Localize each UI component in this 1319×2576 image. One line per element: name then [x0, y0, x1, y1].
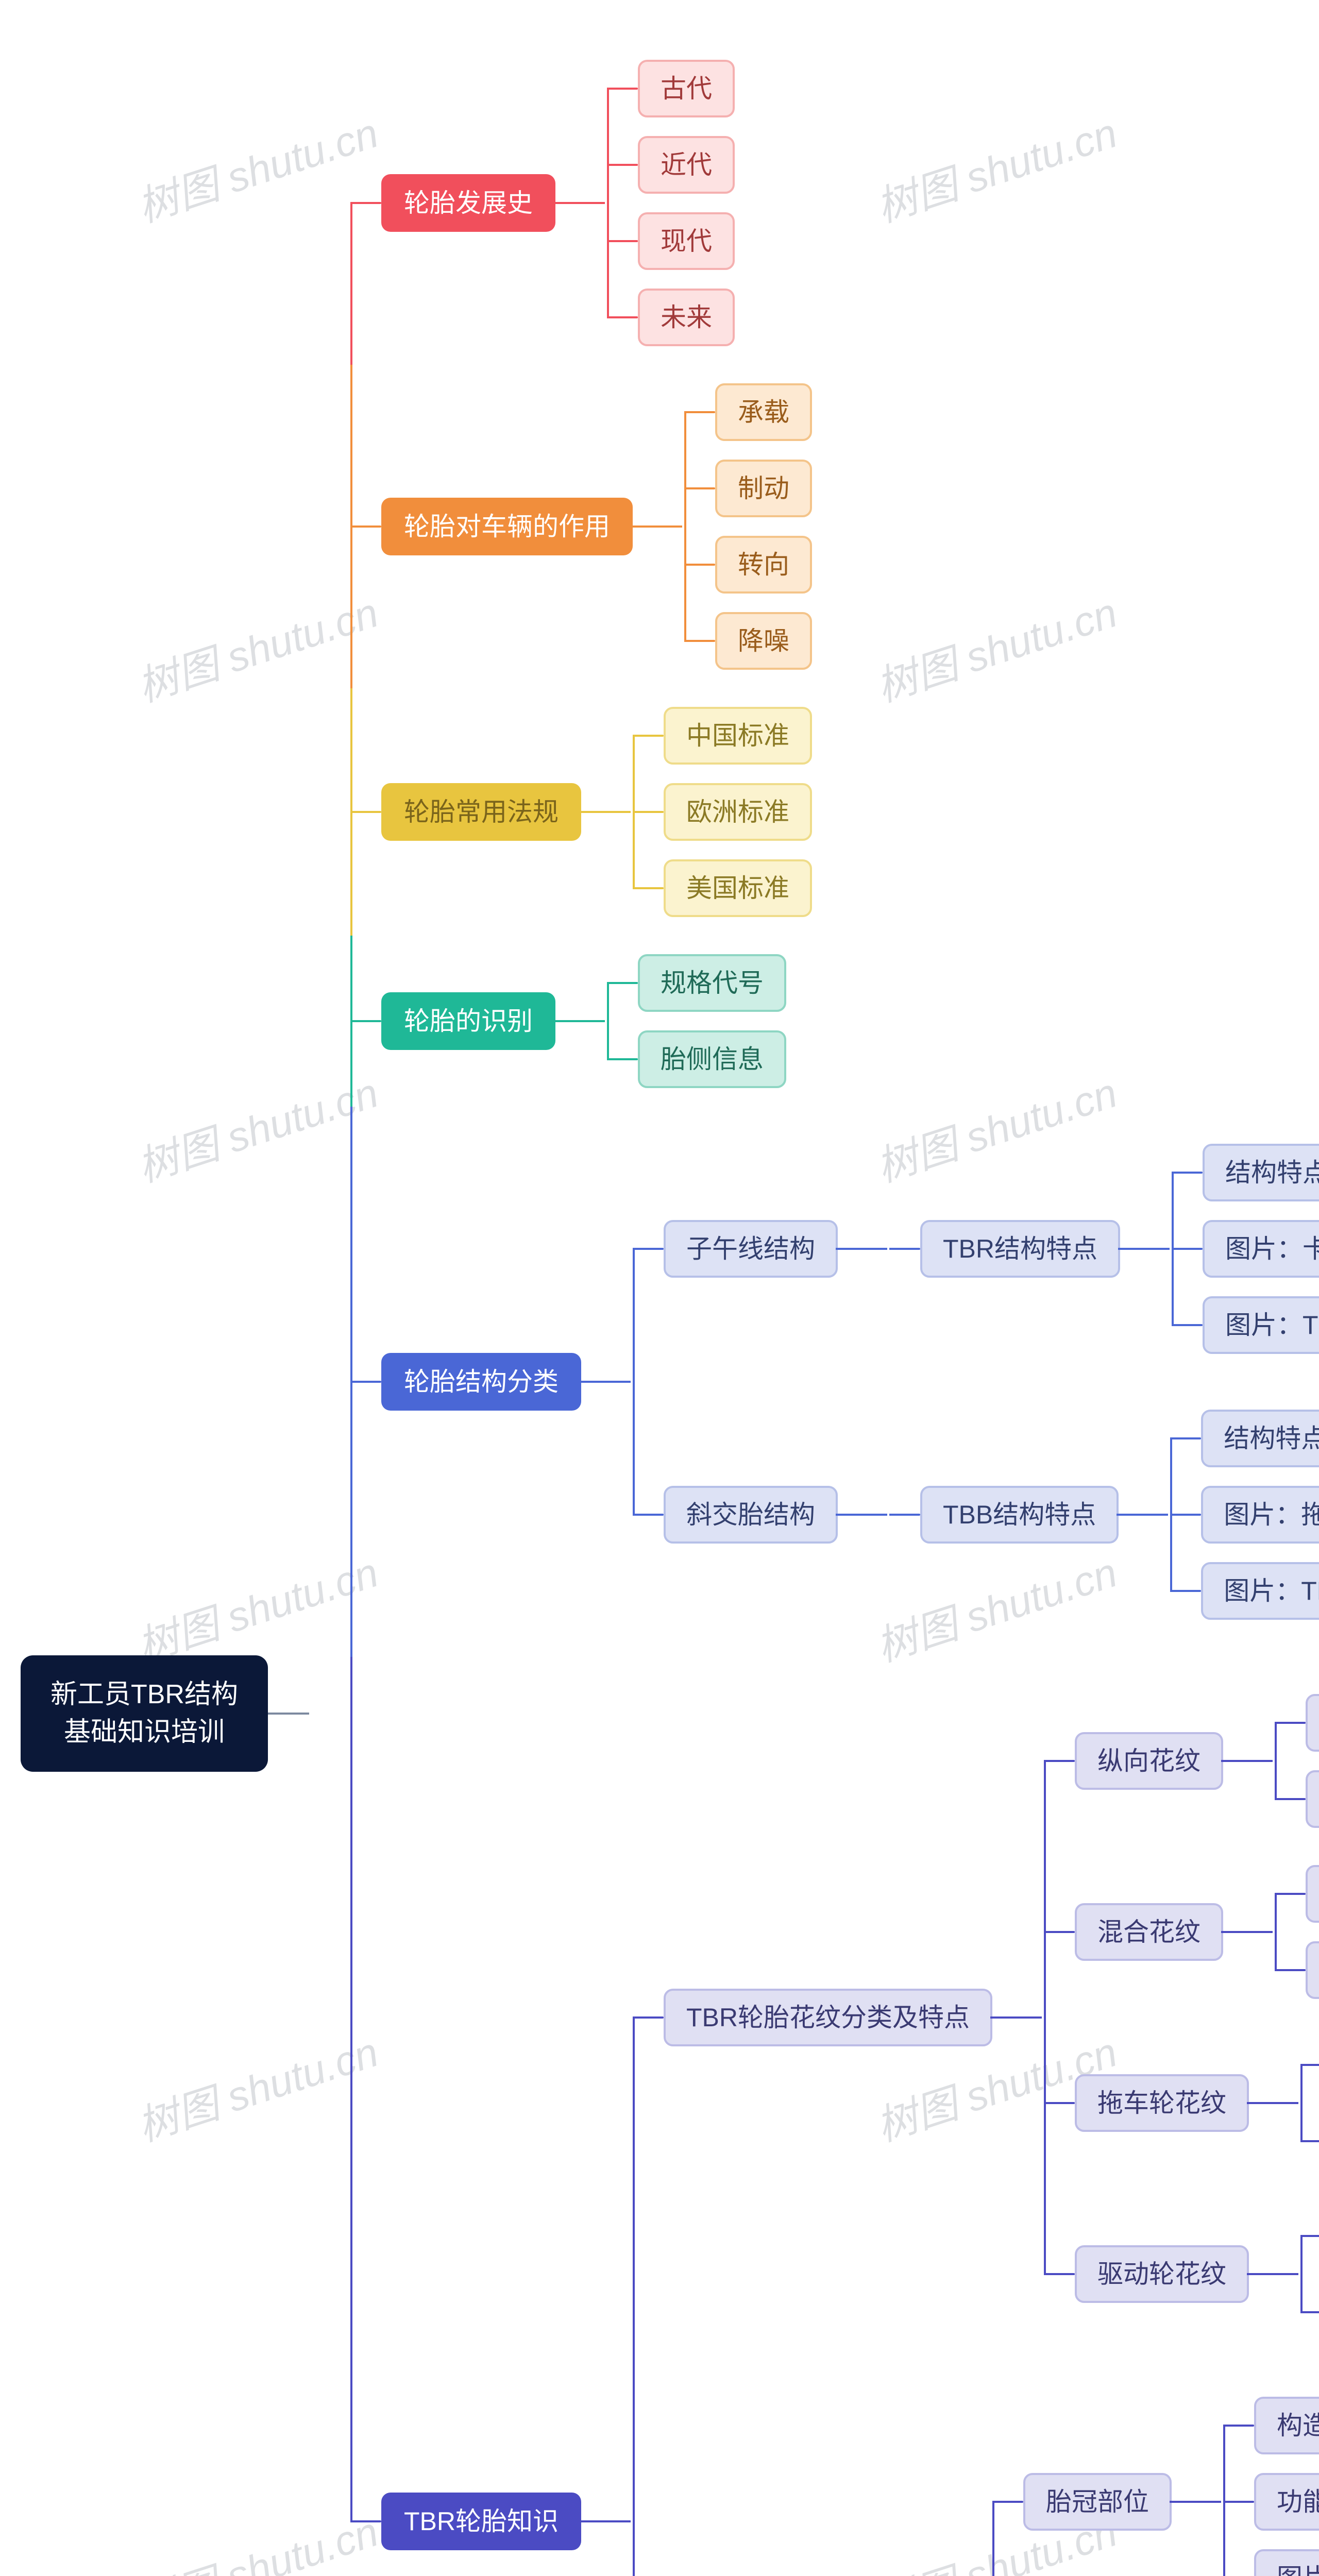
mindmap-node[interactable]: 图片：TBB断面结构: [1201, 1562, 1319, 1620]
mindmap-node[interactable]: 图片：断面: [1254, 2549, 1319, 2576]
mindmap-node[interactable]: 花纹描述: [1306, 1865, 1319, 1923]
mindmap-node[interactable]: 古代: [638, 60, 735, 117]
mindmap-node[interactable]: 拖车轮花纹: [1075, 2074, 1249, 2132]
mindmap-node[interactable]: 功能描述: [1254, 2473, 1319, 2531]
mindmap-node[interactable]: 图片：卡客车: [1203, 1220, 1319, 1278]
mindmap-node[interactable]: 转向: [715, 536, 812, 594]
mindmap-node[interactable]: 未来: [638, 289, 735, 346]
mindmap-node[interactable]: TBR结构特点: [920, 1220, 1120, 1278]
mindmap-node[interactable]: 图片：全轮位花纹: [1306, 1941, 1319, 1999]
mindmap-node[interactable]: 图片：导向花纹: [1306, 1770, 1319, 1828]
mindmap-node[interactable]: 轮胎对车辆的作用: [381, 498, 633, 555]
mindmap-node[interactable]: TBB结构特点: [920, 1486, 1119, 1544]
mindmap-tree: 轮胎发展史 古代近代现代未来轮胎对车辆的作用 承载制动转向降噪轮胎常用法规 中国标准欧…: [309, 41, 1319, 2576]
mindmap-node[interactable]: 轮胎的识别: [381, 992, 555, 1050]
mindmap-node[interactable]: 轮胎发展史: [381, 174, 555, 232]
mindmap-node[interactable]: 结构特点: [1203, 1144, 1319, 1201]
mindmap-node[interactable]: 轮胎常用法规: [381, 783, 581, 841]
mindmap-node[interactable]: 斜交胎结构: [664, 1486, 838, 1544]
mindmap-wrap: 新工员TBR结构基础知识培训 轮胎发展史 古代近代现代未来轮胎对车辆的作用 承载制动…: [21, 41, 1298, 2576]
mindmap-node[interactable]: TBR轮胎花纹分类及特点: [664, 1989, 992, 2046]
mindmap-node[interactable]: 构造描述: [1254, 2397, 1319, 2454]
mindmap-node[interactable]: 结构特点: [1201, 1410, 1319, 1467]
mindmap-node[interactable]: 现代: [638, 212, 735, 270]
mindmap-node[interactable]: 花纹描述: [1306, 1694, 1319, 1752]
mindmap-node[interactable]: 胎侧信息: [638, 1030, 786, 1088]
root-connector: [268, 1713, 309, 1715]
mindmap-node[interactable]: 胎冠部位: [1023, 2473, 1172, 2531]
mindmap-node[interactable]: 轮胎结构分类: [381, 1353, 581, 1411]
mindmap-node[interactable]: 降噪: [715, 612, 812, 670]
mindmap-node[interactable]: 混合花纹: [1075, 1903, 1223, 1961]
mindmap-node[interactable]: 中国标准: [664, 707, 812, 765]
mindmap-node[interactable]: 规格代号: [638, 954, 786, 1012]
mindmap-node[interactable]: 子午线结构: [664, 1220, 838, 1278]
mindmap-node[interactable]: 纵向花纹: [1075, 1732, 1223, 1790]
mindmap-node[interactable]: 欧洲标准: [664, 783, 812, 841]
root-node: 新工员TBR结构基础知识培训: [21, 1655, 268, 1772]
mindmap-node[interactable]: TBR轮胎知识: [381, 2493, 581, 2550]
mindmap-node[interactable]: 美国标准: [664, 859, 812, 917]
mindmap-node[interactable]: 承载: [715, 383, 812, 441]
mindmap-node[interactable]: 近代: [638, 136, 735, 194]
mindmap-node[interactable]: 图片：TBR断面结构: [1203, 1296, 1319, 1354]
mindmap-node[interactable]: 制动: [715, 460, 812, 517]
mindmap-node[interactable]: 图片：拖拉机: [1201, 1486, 1319, 1544]
mindmap-node[interactable]: 驱动轮花纹: [1075, 2245, 1249, 2303]
